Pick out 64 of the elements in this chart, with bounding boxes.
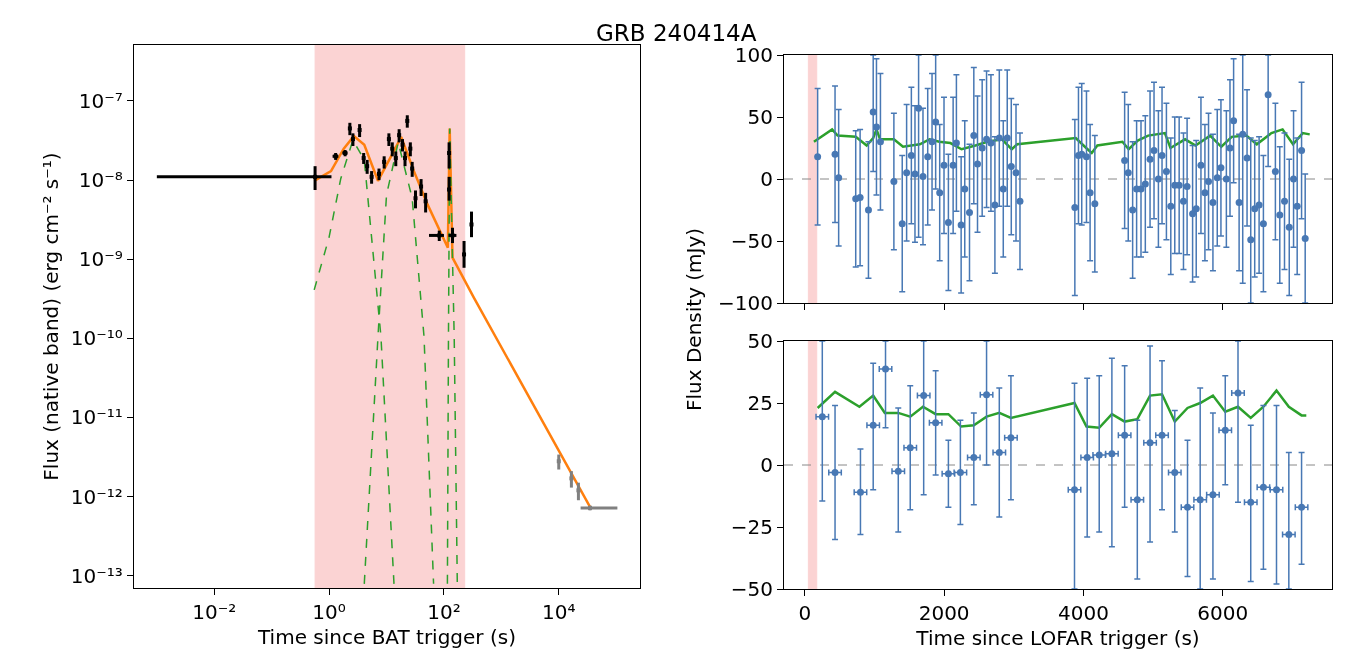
point (944, 470, 952, 478)
x-axis-title: Time since LOFAR trigger (s) (915, 625, 1200, 650)
point (932, 419, 940, 427)
y-tick-label: 10⁻⁸ (78, 168, 123, 193)
y-tick-label: −100 (717, 291, 773, 315)
y-tick-label: 10⁻¹⁰ (70, 326, 123, 351)
y-tick-label: 10⁻¹³ (70, 563, 123, 588)
point (1184, 503, 1192, 511)
point (983, 391, 991, 399)
point (1298, 503, 1306, 511)
point (1196, 496, 1204, 504)
point (1259, 483, 1267, 491)
y-tick-label: 10⁻¹¹ (70, 405, 123, 430)
x-tick-label: 2000 (918, 601, 970, 626)
point (1108, 450, 1116, 458)
x-tick-label: 10⁰ (312, 600, 346, 625)
y-tick-label: 0 (760, 453, 773, 477)
point (1083, 454, 1091, 462)
x-tick-label: 0 (798, 601, 812, 626)
point (1273, 486, 1280, 494)
y-axis-title: Flux Density (mJy) (682, 227, 706, 411)
y-axis-title: Flux (native band) (erg cm⁻² s⁻¹) (39, 152, 64, 481)
y-tick-label: 100 (734, 43, 773, 67)
y-tick-label: 10⁻¹² (70, 484, 123, 509)
x-tick-label: 10² (427, 600, 461, 625)
point (818, 413, 826, 421)
line-series (816, 389, 1308, 430)
point (1171, 468, 1179, 476)
point (1146, 439, 1154, 447)
point (1071, 486, 1078, 494)
point (1095, 451, 1103, 459)
point (920, 392, 928, 400)
x-tick-label: 10⁻² (192, 600, 237, 625)
y-tick-label: 25 (747, 391, 773, 415)
point (1158, 431, 1166, 439)
point (1121, 431, 1129, 439)
point (856, 488, 864, 496)
point (869, 421, 877, 429)
point (1221, 426, 1229, 434)
point (906, 444, 914, 452)
point (1247, 498, 1255, 506)
x-tick-label: 10⁴ (542, 600, 576, 625)
y-tick-label: 50 (747, 105, 773, 129)
x-tick-label: 4000 (1057, 601, 1109, 626)
y-tick-label: −50 (730, 229, 773, 253)
point (1209, 491, 1217, 499)
point (956, 468, 964, 476)
point (882, 365, 890, 373)
x-axis-title: Time since BAT trigger (s) (257, 624, 516, 649)
point (894, 467, 902, 475)
y-tick-label: 10⁻⁷ (78, 88, 123, 113)
y-tick-label: −25 (730, 515, 773, 539)
y-tick-label: 50 (747, 329, 773, 353)
point (1285, 530, 1293, 538)
x-tick-label: 6000 (1197, 601, 1249, 626)
point (831, 468, 839, 476)
y-tick-label: −50 (730, 577, 773, 601)
point (995, 449, 1003, 457)
point (1007, 434, 1015, 442)
y-tick-label: 0 (760, 167, 773, 191)
point (1133, 496, 1141, 504)
y-tick-label: 10⁻⁹ (78, 247, 123, 272)
point (970, 454, 978, 462)
chart-title: GRB 240414A (596, 20, 757, 46)
